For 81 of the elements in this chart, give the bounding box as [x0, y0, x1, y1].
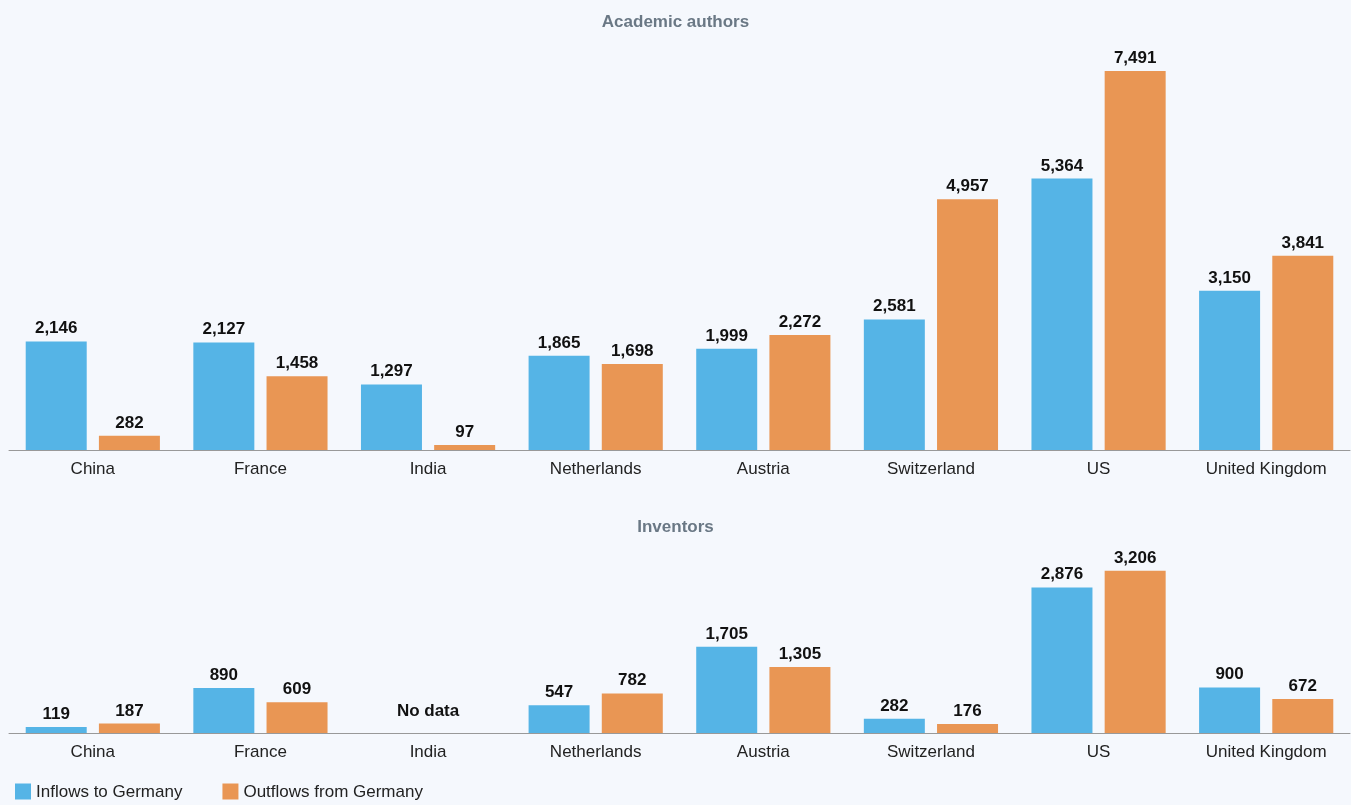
data-label: 782	[618, 670, 647, 690]
data-label: 1,305	[778, 643, 822, 663]
data-label: 187	[115, 700, 144, 720]
chart-title: Inventors	[637, 517, 714, 536]
data-label: 1,705	[705, 623, 748, 643]
bar	[696, 348, 758, 450]
x-tick-label: Netherlands	[549, 459, 642, 478]
bar	[98, 723, 160, 733]
bar	[769, 335, 831, 450]
bar	[1031, 178, 1093, 450]
data-label: 890	[209, 664, 239, 684]
data-label: 3,841	[1281, 232, 1325, 252]
data-label: 3,150	[1208, 267, 1251, 287]
bar	[937, 724, 999, 733]
data-label: 2,127	[202, 319, 246, 339]
x-tick-label: France	[233, 459, 287, 478]
bar	[528, 705, 590, 733]
bar	[1104, 71, 1166, 450]
bar	[1104, 570, 1166, 733]
data-label: 1,865	[537, 332, 581, 352]
x-tick-label: US	[1086, 459, 1111, 478]
data-label: 119	[42, 703, 70, 723]
legend-label: Outflows from Germany	[243, 782, 424, 801]
data-label: 672	[1288, 676, 1317, 695]
annotation: No data	[396, 701, 460, 720]
bar	[1272, 699, 1334, 733]
legend-label: Inflows to Germany	[36, 782, 183, 801]
bar	[266, 702, 328, 733]
data-label: 609	[282, 679, 312, 699]
data-label: 2,876	[1040, 564, 1084, 584]
x-tick-label: Switzerland	[887, 742, 975, 761]
bar	[434, 445, 496, 450]
x-tick-label: Austria	[736, 742, 791, 761]
bar	[25, 726, 87, 733]
bar	[863, 319, 925, 450]
x-tick-label: United Kingdom	[1205, 459, 1327, 478]
bar	[601, 693, 663, 733]
data-label: 282	[115, 412, 144, 432]
bar	[25, 341, 87, 450]
data-label: 547	[544, 682, 574, 702]
data-label: 4,957	[946, 176, 989, 196]
data-label: 1,698	[611, 341, 654, 361]
bar	[769, 666, 831, 733]
bar	[863, 718, 925, 733]
chart-title: Academic authors	[601, 12, 750, 31]
data-label: 2,146	[34, 318, 78, 338]
data-label: 2,581	[873, 296, 916, 316]
x-tick-label: India	[409, 742, 448, 761]
data-label: 97	[455, 422, 475, 442]
x-tick-label: China	[70, 459, 116, 478]
data-label: 1,458	[275, 353, 319, 373]
data-label: 176	[953, 701, 982, 721]
data-label: 1,999	[705, 325, 748, 345]
bar	[528, 355, 590, 450]
x-tick-label: United Kingdom	[1205, 742, 1327, 761]
x-tick-label: China	[70, 742, 116, 761]
bar	[601, 364, 663, 450]
data-label: 5,364	[1040, 155, 1084, 175]
bar	[1199, 687, 1261, 733]
bar	[1031, 587, 1093, 733]
x-tick-label: Austria	[736, 459, 791, 478]
data-label: 7,491	[1113, 48, 1157, 67]
x-tick-label: Switzerland	[887, 459, 975, 478]
x-tick-label: US	[1086, 742, 1111, 761]
data-label: 282	[880, 695, 909, 715]
x-tick-label: France	[233, 742, 287, 761]
bar	[98, 435, 160, 450]
bar	[193, 342, 255, 450]
bar	[937, 199, 999, 450]
bar	[266, 376, 328, 450]
bar	[1272, 255, 1334, 450]
data-label: 900	[1215, 664, 1244, 684]
x-tick-label: India	[409, 459, 448, 478]
bar	[1199, 290, 1261, 450]
x-tick-label: Netherlands	[549, 742, 642, 761]
data-label: 3,206	[1113, 547, 1157, 567]
data-label: 2,272	[778, 312, 822, 332]
bar	[696, 646, 758, 733]
bar	[360, 384, 422, 450]
data-label: 1,297	[370, 361, 413, 381]
bar	[193, 687, 255, 733]
